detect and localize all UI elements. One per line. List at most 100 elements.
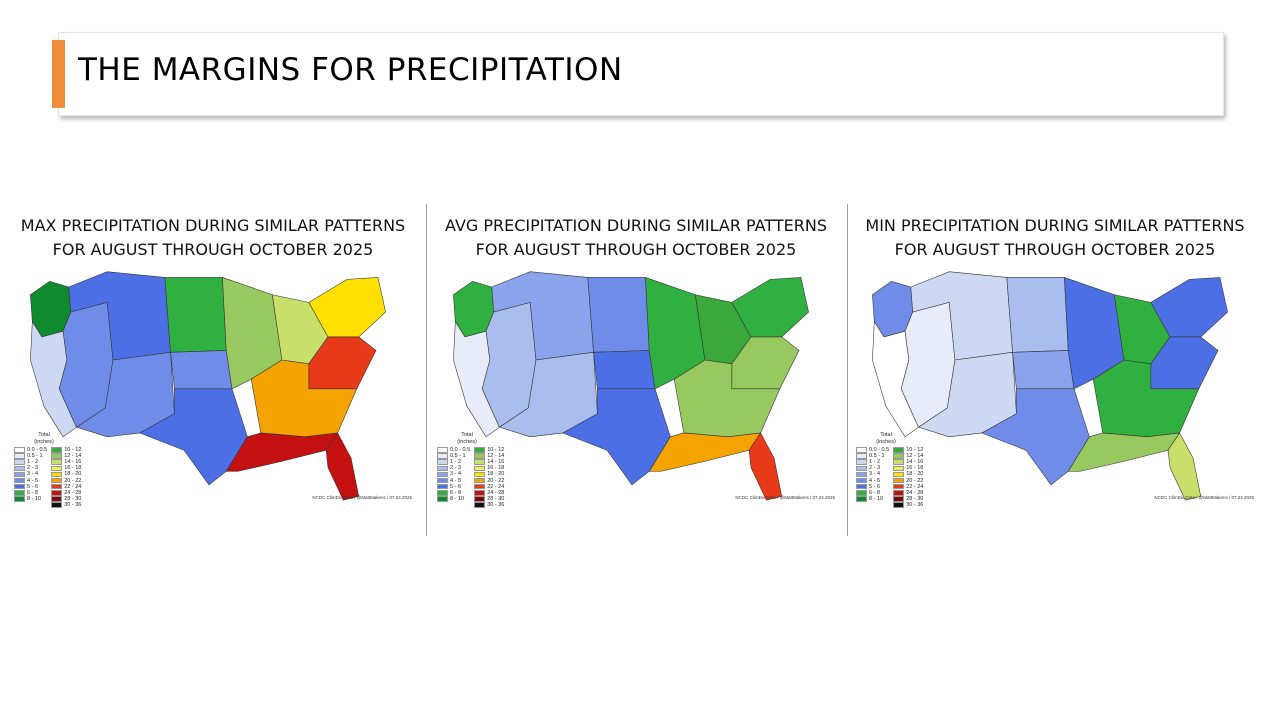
legend-label: 28 - 30 (906, 495, 924, 502)
legend-title-line1: Total (880, 432, 892, 438)
legend-label: 2 - 3 (450, 465, 462, 472)
legend-entry: 8 - 10 (856, 496, 889, 502)
legend-swatch (893, 483, 905, 490)
legend-swatch (893, 477, 905, 484)
map-region-southwest (917, 351, 1017, 438)
map-region-florida (748, 432, 783, 501)
legend-label: 30 - 36 (64, 501, 82, 508)
legend-swatch (474, 453, 486, 459)
legend-label: 5 - 6 (450, 483, 462, 490)
legend-swatch (437, 447, 448, 453)
legend-entry: 5 - 6 (14, 484, 47, 490)
legend-label: 12 - 14 (487, 453, 505, 460)
legend-swatch (437, 489, 448, 496)
legend-entry: 0.0 - 0.5 (856, 447, 889, 453)
legend-entry: 10 - 12 (51, 447, 81, 453)
legend-label: 24 - 28 (64, 489, 82, 496)
legend-entry: 2 - 3 (437, 465, 470, 471)
title-accent-bar (52, 40, 65, 108)
legend-label: 6 - 8 (27, 489, 39, 496)
legend-entry: 0.0 - 0.5 (14, 447, 47, 453)
legend-label: 20 - 22 (64, 477, 82, 484)
map-region-southwest (498, 351, 598, 438)
legend-entry: 0.5 - 1 (437, 453, 470, 459)
legend-label: 20 - 22 (906, 477, 924, 484)
map-region-plains-north (587, 277, 650, 353)
legend-entry: 8 - 10 (14, 496, 47, 502)
legend-label: 1 - 2 (869, 459, 881, 466)
legend-label: 4 - 5 (869, 477, 881, 484)
panel-divider-1 (426, 204, 427, 536)
legend-entry: 6 - 8 (14, 490, 47, 496)
legend-label: 4 - 5 (27, 477, 39, 484)
legend-label: 14 - 16 (906, 459, 924, 466)
legend-swatch (51, 489, 63, 496)
legend-label: 5 - 6 (869, 483, 881, 490)
precip-map-panel-3: MIN PRECIPITATION DURING SIMILAR PATTERN… (850, 214, 1260, 514)
slide-title: THE MARGINS FOR PRECIPITATION (78, 52, 623, 88)
legend-entry: 30 - 36 (474, 502, 504, 508)
legend-entry: 16 - 18 (893, 465, 923, 471)
legend-label: 16 - 18 (906, 465, 924, 472)
precip-map-panel-2: AVG PRECIPITATION DURING SIMILAR PATTERN… (431, 214, 841, 514)
panel-title-line1: MIN PRECIPITATION DURING SIMILAR PATTERN… (865, 216, 1245, 235)
legend-entry: 0.5 - 1 (856, 453, 889, 459)
legend-swatch (51, 453, 63, 459)
legend-swatch (437, 465, 448, 472)
panel-title-line2: FOR AUGUST THROUGH OCTOBER 2025 (52, 240, 374, 259)
legend-swatch (51, 483, 63, 490)
legend-swatch (51, 477, 63, 484)
legend-label: 0.5 - 1 (27, 453, 43, 460)
legend-label: 10 - 12 (906, 447, 924, 454)
legend-swatch (474, 489, 486, 496)
panel-divider-2 (847, 204, 848, 536)
legend-entry: 4 - 5 (14, 477, 47, 484)
legend-swatch (51, 496, 63, 502)
map-region-plains-north (164, 277, 227, 353)
legend-swatch (14, 447, 25, 453)
legend-swatch (51, 465, 63, 472)
legend-title-line2: (inches) (457, 439, 477, 445)
legend-entry: 5 - 6 (437, 484, 470, 490)
legend-swatch (14, 483, 25, 490)
data-credit: NCDC ClimDiv Data / @MattMakens / 07.24.… (1154, 495, 1254, 500)
legend-swatch (437, 453, 448, 459)
panel-title-line1: AVG PRECIPITATION DURING SIMILAR PATTERN… (445, 216, 827, 235)
legend-label: 18 - 20 (487, 471, 505, 478)
legend-entry: 22 - 24 (474, 484, 504, 490)
legend-entry: 20 - 22 (51, 477, 82, 484)
legend-entry: 16 - 18 (474, 465, 504, 471)
legend-swatch (14, 477, 25, 484)
data-credit: NCDC ClimDiv Data / @MattMakens / 07.24.… (735, 495, 835, 500)
map-region-plains-south (593, 350, 656, 390)
legend-swatch (437, 483, 448, 490)
legend-entry: 22 - 24 (893, 484, 923, 490)
legend-entry: 4 - 5 (437, 477, 470, 484)
legend-entry: 0.0 - 0.5 (437, 447, 470, 453)
legend-swatch (14, 459, 25, 466)
legend-swatch (856, 489, 867, 496)
legend-label: 18 - 20 (906, 471, 924, 478)
legend-swatch (51, 502, 63, 508)
legend-label: 24 - 28 (487, 489, 505, 496)
legend-label: 0.5 - 1 (450, 453, 466, 460)
legend-label: 28 - 30 (64, 495, 82, 502)
legend-swatch (14, 496, 25, 502)
legend-label: 3 - 4 (27, 471, 39, 478)
legend-label: 30 - 36 (487, 501, 505, 508)
legend-swatch (51, 459, 63, 466)
legend-swatch (893, 453, 905, 459)
legend-label: 10 - 12 (487, 447, 505, 454)
panel-title-line1: MAX PRECIPITATION DURING SIMILAR PATTERN… (20, 216, 406, 235)
legend-swatch (474, 471, 486, 478)
map-region-southwest (75, 351, 175, 438)
legend-label: 16 - 18 (64, 465, 82, 472)
legend-entry: 18 - 20 (51, 471, 81, 477)
legend-label: 3 - 4 (869, 471, 881, 478)
legend-swatch (893, 459, 905, 466)
map-region-plains-south (1012, 350, 1075, 390)
legend-label: 6 - 8 (450, 489, 462, 496)
legend-label: 6 - 8 (869, 489, 881, 496)
panel-title: AVG PRECIPITATION DURING SIMILAR PATTERN… (431, 214, 841, 262)
